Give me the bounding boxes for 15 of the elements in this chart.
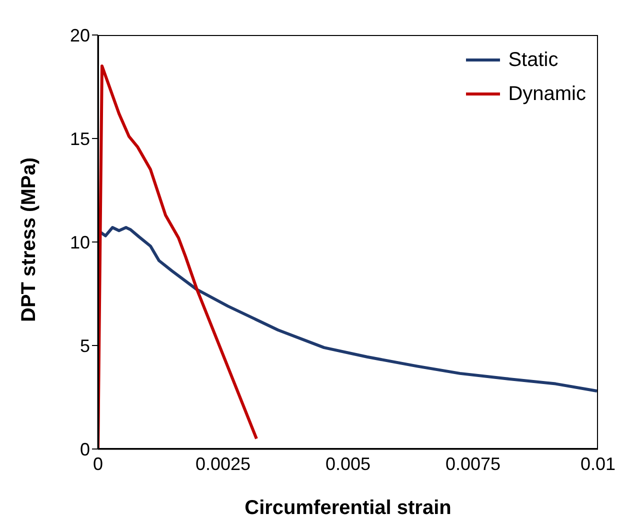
x-tick-label: 0 [92, 454, 104, 474]
y-tick-label: 0 [80, 439, 90, 460]
y-tick-label: 10 [70, 232, 90, 252]
x-tick-label: 0.005 [325, 454, 371, 474]
x-tick-label: 0.01 [580, 454, 616, 474]
y-tick-label: 20 [70, 25, 90, 46]
x-axis-title: Circumferential strain [244, 497, 452, 519]
legend-label: Static [508, 48, 558, 73]
y-tick-label: 15 [70, 128, 90, 149]
legend-label: Dynamic [508, 82, 586, 107]
x-tick-label: 0.0025 [195, 454, 251, 474]
y-tick-label: 5 [80, 336, 90, 356]
y-axis-title: DPT stress (MPa) [18, 158, 40, 322]
line-series [98, 64, 258, 449]
x-tick-label: 0.0075 [445, 454, 501, 474]
